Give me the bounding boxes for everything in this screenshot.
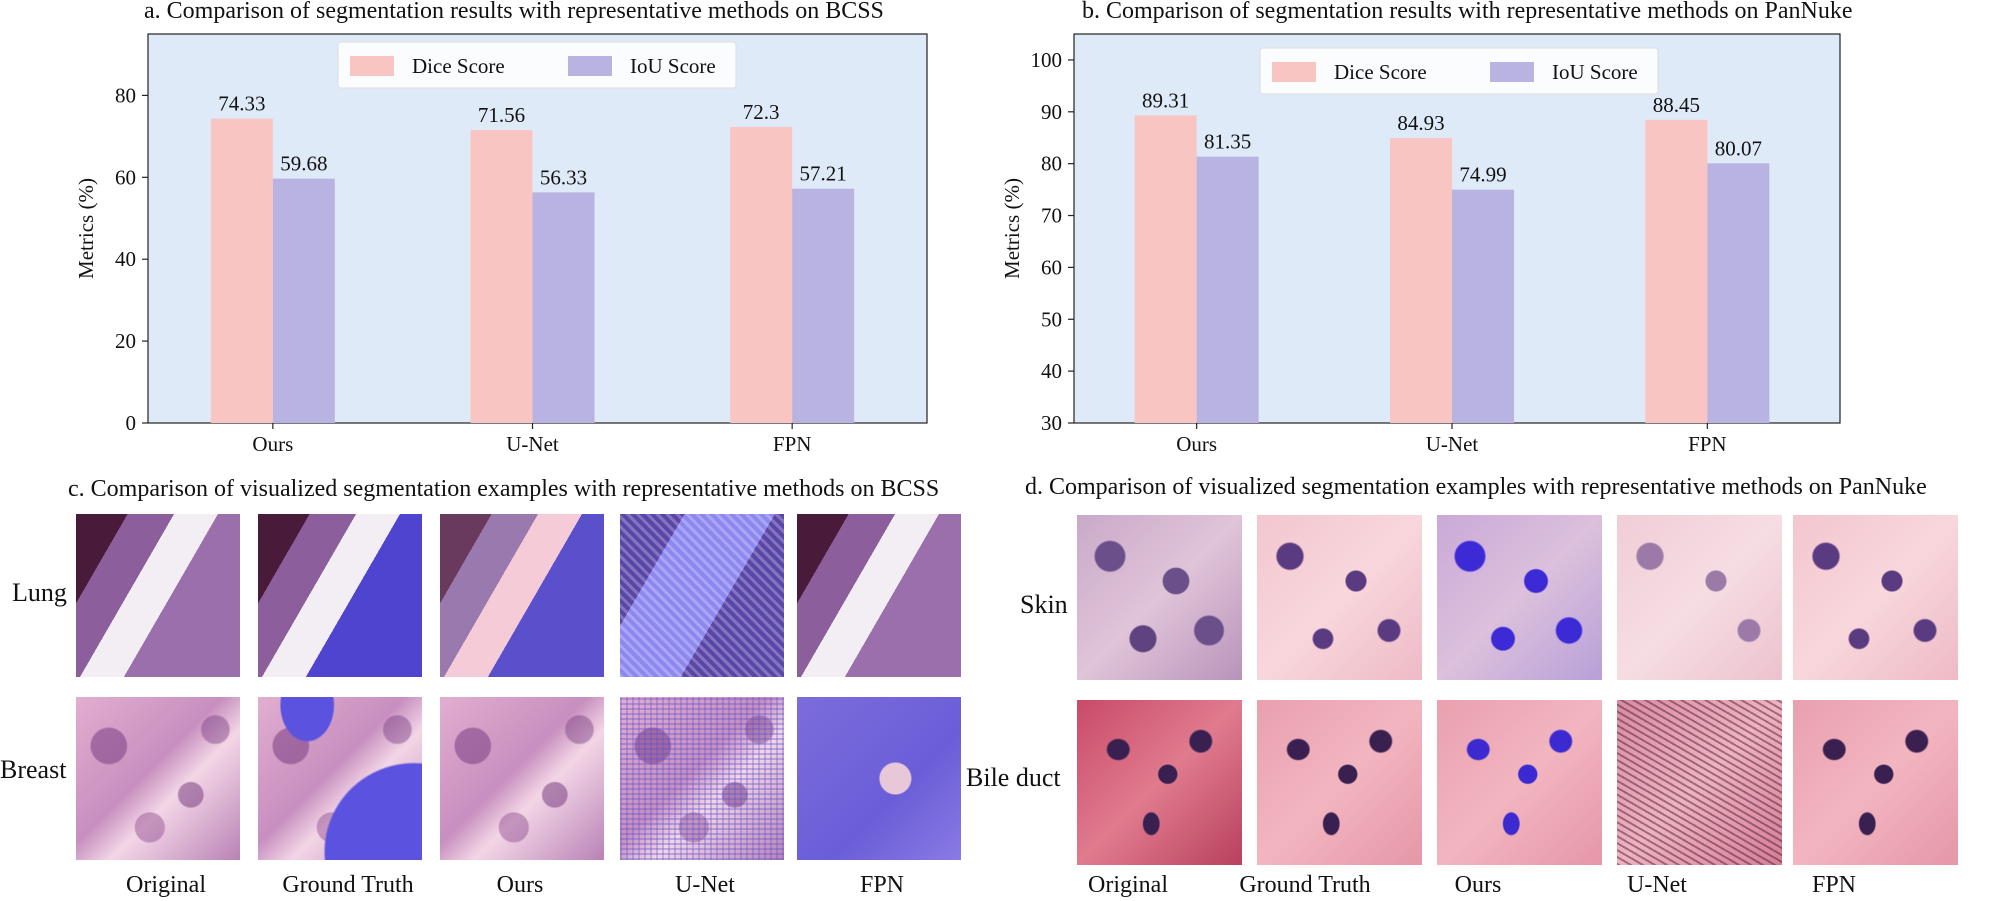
chart-b-ytick-label: 100 bbox=[1031, 48, 1063, 72]
chart-a: 0 20 40 60 80 Metrics (%) 74.33 59.68 Ours 71.56 5… bbox=[74, 33, 928, 456]
row-label-lung: Lung bbox=[12, 578, 67, 607]
chart-b-bar-dice-score bbox=[1390, 138, 1452, 423]
chart-b-legend-label: Dice Score bbox=[1334, 60, 1427, 84]
chart-a-bar-iou-score bbox=[792, 188, 855, 423]
lung-image-ours bbox=[440, 514, 604, 677]
chart-b-xtick-label: U-Net bbox=[1426, 432, 1479, 456]
chart-b-title: b. Comparison of segmentation results wi… bbox=[1082, 0, 1853, 24]
chart-b-bar-value-label: 81.35 bbox=[1204, 130, 1251, 154]
chart-a-bar-value-label: 56.33 bbox=[540, 165, 587, 189]
chart-b-legend-label: IoU Score bbox=[1552, 60, 1638, 84]
col-label-unet: U-Net bbox=[675, 872, 735, 898]
bile-duct-image-original bbox=[1077, 700, 1242, 865]
chart-a-xtick-label: Ours bbox=[252, 432, 293, 456]
chart-b-legend: Dice Score IoU Score bbox=[1259, 47, 1659, 95]
chart-b-legend-swatch bbox=[1272, 62, 1316, 82]
chart-a-xtick-label: U-Net bbox=[506, 432, 559, 456]
chart-a-title: a. Comparison of segmentation results wi… bbox=[144, 0, 884, 24]
col-label-original: Original bbox=[126, 872, 206, 898]
lung-image-fpn bbox=[797, 514, 961, 677]
lung-image-ground-truth bbox=[258, 514, 422, 677]
chart-a-ytick-label: 40 bbox=[115, 247, 136, 271]
row-label-skin: Skin bbox=[1020, 590, 1068, 619]
chart-b-xtick-label: Ours bbox=[1176, 432, 1217, 456]
chart-b-ytick-label: 90 bbox=[1041, 100, 1062, 124]
chart-b-bar-value-label: 89.31 bbox=[1142, 88, 1189, 112]
skin-image-ground-truth bbox=[1257, 515, 1422, 680]
chart-b-ytick-label: 40 bbox=[1041, 359, 1062, 383]
breast-image-unet bbox=[620, 697, 784, 860]
row-label-bile-duct: Bile duct bbox=[966, 763, 1061, 792]
chart-b-bar-value-label: 74.99 bbox=[1459, 163, 1506, 187]
skin-image-fpn bbox=[1793, 515, 1958, 680]
col-label-ours-d: Ours bbox=[1454, 872, 1502, 898]
chart-a-bar-value-label: 72.3 bbox=[743, 100, 780, 124]
bile-duct-image-unet bbox=[1617, 700, 1782, 865]
chart-a-bar-value-label: 71.56 bbox=[478, 103, 525, 127]
chart-b-bar-iou-score bbox=[1452, 189, 1514, 423]
chart-b-bar-iou-score bbox=[1707, 163, 1770, 424]
chart-a-bar-dice-score bbox=[210, 118, 273, 423]
chart-a-legend-label: IoU Score bbox=[630, 54, 716, 78]
col-label-fpn-d: FPN bbox=[1811, 872, 1857, 898]
chart-a-xtick-label: FPN bbox=[773, 432, 812, 456]
chart-a-legend: Dice Score IoU Score bbox=[337, 41, 737, 89]
chart-a-bar-value-label: 57.21 bbox=[800, 162, 847, 186]
breast-image-ours bbox=[440, 697, 604, 860]
col-label-ours: Ours bbox=[496, 872, 544, 898]
chart-b-bar-iou-score bbox=[1196, 156, 1259, 423]
chart-b-bar-dice-score bbox=[1134, 115, 1197, 424]
chart-a-legend-box bbox=[337, 41, 737, 89]
chart-a-ytick-label: 80 bbox=[115, 83, 136, 107]
col-label-fpn: FPN bbox=[859, 872, 905, 898]
chart-b-ytick-label: 60 bbox=[1041, 255, 1062, 279]
chart-a-bar-iou-score bbox=[532, 192, 595, 423]
chart-b-ytick-label: 70 bbox=[1041, 204, 1062, 228]
chart-b-ytick-label: 80 bbox=[1041, 152, 1062, 176]
panel-d-title: d. Comparison of visualized segmentation… bbox=[1025, 474, 1927, 500]
chart-a-bar-value-label: 74.33 bbox=[218, 92, 265, 116]
chart-b-ytick-label: 50 bbox=[1041, 307, 1062, 331]
chart-a-bar-dice-score bbox=[470, 129, 533, 423]
skin-image-ours bbox=[1437, 515, 1602, 680]
skin-image-original bbox=[1077, 515, 1242, 680]
breast-image-original bbox=[76, 697, 240, 860]
chart-a-ytick-label: 20 bbox=[115, 329, 136, 353]
chart-b: 30 40 50 60 70 80 90 100 Metrics (%) 89.31 81.35 Ou… bbox=[1000, 33, 1841, 456]
chart-b-bar-value-label: 84.93 bbox=[1397, 111, 1444, 135]
bile-duct-image-fpn bbox=[1793, 700, 1958, 865]
breast-image-fpn bbox=[797, 697, 961, 860]
chart-b-bar-value-label: 88.45 bbox=[1653, 93, 1700, 117]
breast-image-ground-truth bbox=[258, 697, 422, 860]
lung-image-original bbox=[76, 514, 240, 677]
chart-a-ytick-label: 0 bbox=[126, 411, 137, 435]
chart-b-xtick-label: FPN bbox=[1688, 432, 1727, 456]
chart-b-legend-box bbox=[1259, 47, 1659, 95]
bile-duct-image-ground-truth bbox=[1257, 700, 1422, 865]
chart-a-legend-label: Dice Score bbox=[412, 54, 505, 78]
col-label-ground-truth: Ground Truth bbox=[282, 872, 414, 898]
chart-a-bar-dice-score bbox=[730, 126, 793, 423]
row-label-breast: Breast bbox=[0, 755, 67, 784]
lung-image-unet bbox=[620, 514, 784, 677]
chart-a-bar-iou-score bbox=[272, 178, 335, 423]
chart-a-bar-value-label: 59.68 bbox=[280, 152, 327, 176]
chart-a-legend-swatch bbox=[568, 56, 612, 76]
chart-a-ytick-label: 60 bbox=[115, 165, 136, 189]
chart-a-ylabel: Metrics (%) bbox=[74, 178, 98, 279]
col-label-original-d: Original bbox=[1088, 872, 1168, 898]
skin-image-unet bbox=[1617, 515, 1782, 680]
chart-b-ylabel: Metrics (%) bbox=[1000, 178, 1024, 279]
bile-duct-image-ours bbox=[1437, 700, 1602, 865]
chart-b-bar-value-label: 80.07 bbox=[1715, 136, 1762, 160]
panel-c-title: c. Comparison of visualized segmentation… bbox=[68, 476, 940, 502]
col-label-unet-d: U-Net bbox=[1627, 872, 1687, 898]
chart-a-legend-swatch bbox=[350, 56, 394, 76]
chart-b-bar-dice-score bbox=[1645, 119, 1708, 424]
chart-b-legend-swatch bbox=[1490, 62, 1534, 82]
col-label-ground-truth-d: Ground Truth bbox=[1239, 872, 1371, 898]
chart-b-ytick-label: 30 bbox=[1041, 411, 1062, 435]
